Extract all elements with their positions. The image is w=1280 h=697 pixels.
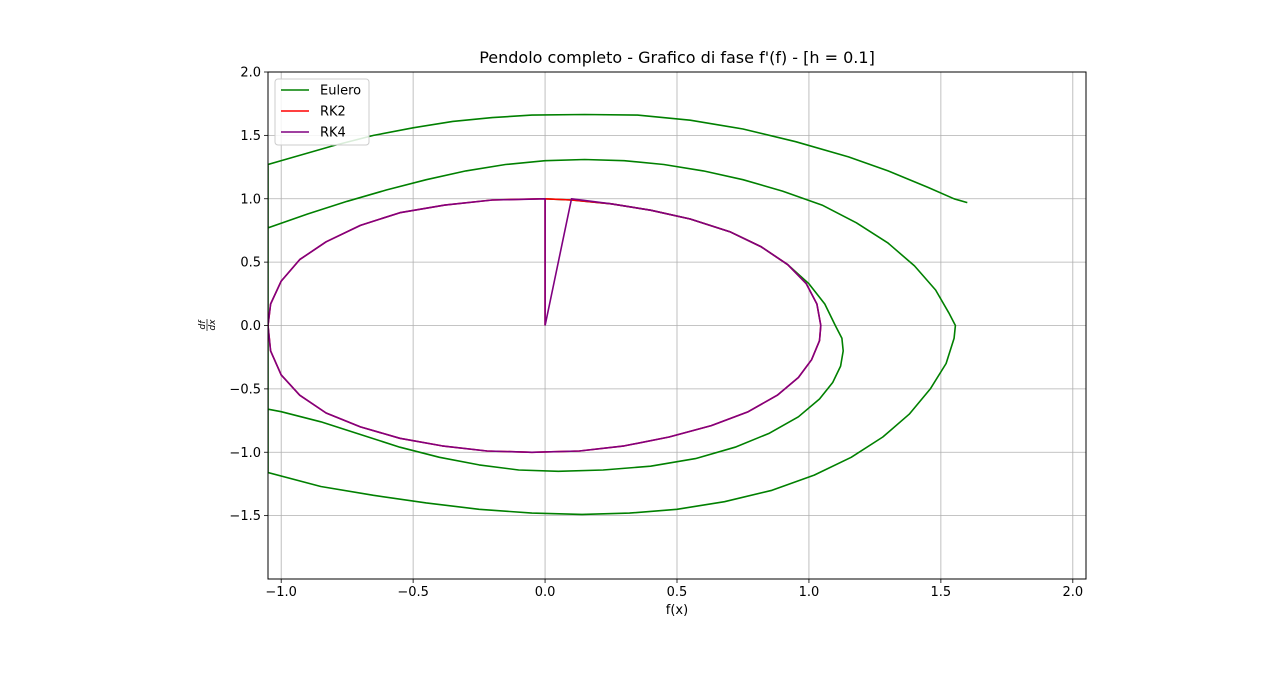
- axis-ticks: −1.0 −0.5 0.0 0.5 1.0 1.5 2.0 −1.5 −1.0 −0.5 0.0 0.…: [229, 66, 1083, 601]
- series-line-rk4: [268, 198, 822, 454]
- x-tick-label: 2.0: [1062, 585, 1083, 600]
- y-axis-label-numerator: df: [198, 319, 208, 330]
- y-tick-label: −1.5: [229, 509, 261, 524]
- y-tick-label: 1.5: [240, 129, 261, 144]
- x-tick-label: 0.0: [535, 585, 556, 600]
- y-axis-label-denominator: dx: [208, 319, 218, 331]
- x-tick-label: 1.5: [931, 585, 952, 600]
- y-tick-label: 0.5: [240, 256, 261, 271]
- x-tick-label: 0.5: [667, 585, 688, 600]
- legend-label-rk4: RK4: [320, 126, 346, 141]
- legend-box: [274, 78, 370, 146]
- y-tick-label: 1.0: [240, 192, 261, 207]
- y-tick-label: −1.0: [229, 446, 261, 461]
- y-tick-label: −0.5: [229, 382, 261, 397]
- x-axis-label: f(x): [666, 603, 688, 618]
- x-tick-label: −1.0: [265, 585, 297, 600]
- y-axis-label: df dx: [198, 319, 218, 331]
- legend-label-rk2: RK2: [320, 105, 346, 120]
- x-tick-label: 1.0: [799, 585, 820, 600]
- y-tick-label: 2.0: [240, 66, 261, 81]
- chart-title: Pendolo completo - Grafico di fase f'(f)…: [479, 48, 875, 67]
- legend: Eulero RK2 RK4: [274, 78, 370, 146]
- legend-label-eulero: Eulero: [320, 84, 361, 99]
- x-tick-label: −0.5: [397, 585, 429, 600]
- y-tick-label: 0.0: [240, 319, 261, 334]
